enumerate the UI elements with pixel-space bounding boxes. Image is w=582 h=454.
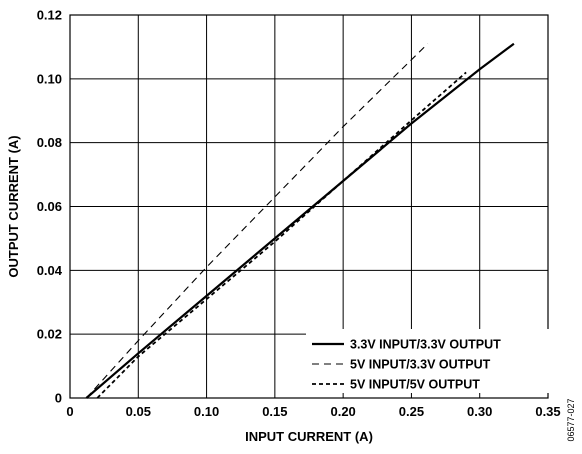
y-tick-label: 0.04 [37, 263, 63, 278]
x-tick-label: 0.15 [262, 404, 287, 419]
x-tick-label: 0.25 [399, 404, 424, 419]
figure-id: 06577-027 [566, 398, 576, 441]
legend-label-2: 5V INPUT/3.3V OUTPUT [350, 358, 491, 372]
legend-background [306, 329, 550, 393]
grid [70, 15, 548, 398]
x-axis-title: INPUT CURRENT (A) [245, 429, 373, 444]
plot-area-frame [69, 14, 549, 399]
y-tick-label: 0.02 [37, 327, 62, 342]
x-tick-label: 0.05 [126, 404, 151, 419]
x-tick-label: 0.30 [467, 404, 492, 419]
y-axis-ticks: 0 0.02 0.04 0.06 0.08 0.10 0.12 [37, 8, 63, 406]
y-tick-label: 0.12 [37, 8, 62, 23]
y-axis-title: OUTPUT CURRENT (A) [6, 135, 21, 277]
series-line-2 [85, 43, 429, 399]
y-tick-label: 0 [55, 391, 62, 406]
legend-label-1: 3.3V INPUT/3.3V OUTPUT [350, 338, 501, 352]
legend: 3.3V INPUT/3.3V OUTPUT 5V INPUT/3.3V OUTP… [306, 329, 550, 393]
x-tick-label: 0.10 [194, 404, 219, 419]
x-axis-ticks: 0 0.05 0.10 0.15 0.20 0.25 0.30 0.35 [66, 404, 560, 419]
x-tick-label: 0.20 [330, 404, 355, 419]
series-lines [85, 42, 515, 399]
series-line-1 [85, 42, 515, 399]
y-tick-label: 0.10 [37, 71, 62, 86]
y-tick-label: 0.06 [37, 199, 62, 214]
x-tick-label: 0 [66, 404, 73, 419]
legend-label-3: 5V INPUT/5V OUTPUT [350, 378, 480, 392]
x-tick-label: 0.35 [535, 404, 560, 419]
series-line-3 [96, 71, 467, 399]
y-tick-label: 0.08 [37, 135, 62, 150]
